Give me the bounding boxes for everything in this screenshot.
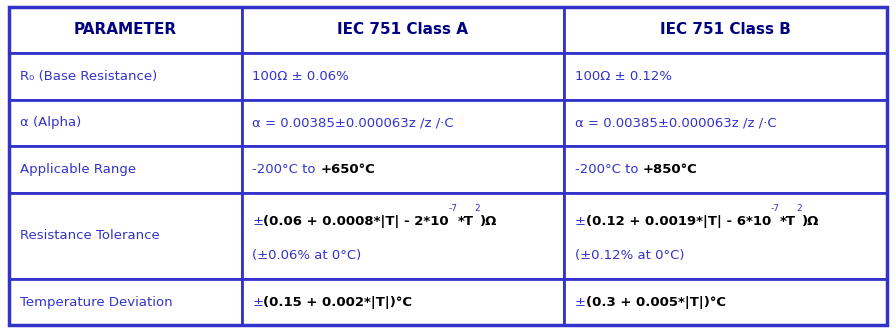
Text: )Ω: )Ω xyxy=(802,215,819,228)
Text: ±: ± xyxy=(253,215,263,228)
Text: 100Ω ± 0.06%: 100Ω ± 0.06% xyxy=(253,70,349,83)
Bar xyxy=(9,279,242,325)
Text: α = 0.00385±0.000063z /z /·C: α = 0.00385±0.000063z /z /·C xyxy=(574,117,776,129)
Text: +850°C: +850°C xyxy=(642,163,697,176)
Text: ±: ± xyxy=(574,215,586,228)
Text: R₀ (Base Resistance): R₀ (Base Resistance) xyxy=(20,70,157,83)
Bar xyxy=(9,53,242,100)
Text: -200°C to: -200°C to xyxy=(253,163,320,176)
Text: (0.15 + 0.002*|T|)°C: (0.15 + 0.002*|T|)°C xyxy=(263,295,412,309)
Text: -7: -7 xyxy=(449,205,458,213)
Text: ±: ± xyxy=(574,295,586,309)
Text: (±0.12% at 0°C): (±0.12% at 0°C) xyxy=(574,249,685,262)
Text: *T: *T xyxy=(780,215,796,228)
Bar xyxy=(564,279,887,325)
Bar xyxy=(242,100,564,146)
Text: *T: *T xyxy=(458,215,474,228)
Text: 100Ω ± 0.12%: 100Ω ± 0.12% xyxy=(574,70,672,83)
Bar xyxy=(242,7,564,53)
Text: Resistance Tolerance: Resistance Tolerance xyxy=(20,229,159,242)
Bar xyxy=(242,146,564,193)
Text: -7: -7 xyxy=(771,205,780,213)
Text: (0.12 + 0.0019*|T| - 6*10: (0.12 + 0.0019*|T| - 6*10 xyxy=(586,215,771,228)
Bar xyxy=(9,193,242,279)
Text: PARAMETER: PARAMETER xyxy=(73,22,177,38)
Text: Applicable Range: Applicable Range xyxy=(20,163,136,176)
Text: 2: 2 xyxy=(474,205,479,213)
Text: 2: 2 xyxy=(796,205,802,213)
Bar xyxy=(242,279,564,325)
Bar xyxy=(242,193,564,279)
Bar xyxy=(9,146,242,193)
Text: (0.06 + 0.0008*|T| - 2*10: (0.06 + 0.0008*|T| - 2*10 xyxy=(263,215,449,228)
Text: IEC 751 Class A: IEC 751 Class A xyxy=(337,22,469,38)
Text: (±0.06% at 0°C): (±0.06% at 0°C) xyxy=(253,249,362,262)
Bar xyxy=(564,53,887,100)
Bar xyxy=(564,193,887,279)
Text: )Ω: )Ω xyxy=(479,215,497,228)
Bar xyxy=(9,7,242,53)
Text: +650°C: +650°C xyxy=(320,163,375,176)
Text: Temperature Deviation: Temperature Deviation xyxy=(20,295,172,309)
Text: α (Alpha): α (Alpha) xyxy=(20,117,81,129)
Bar xyxy=(564,7,887,53)
Text: ±: ± xyxy=(253,295,263,309)
Bar xyxy=(242,53,564,100)
Text: (0.3 + 0.005*|T|)°C: (0.3 + 0.005*|T|)°C xyxy=(586,295,726,309)
Bar xyxy=(564,146,887,193)
Text: α = 0.00385±0.000063z /z /·C: α = 0.00385±0.000063z /z /·C xyxy=(253,117,454,129)
Bar xyxy=(9,100,242,146)
Bar xyxy=(564,100,887,146)
Text: IEC 751 Class B: IEC 751 Class B xyxy=(660,22,791,38)
Text: -200°C to: -200°C to xyxy=(574,163,642,176)
